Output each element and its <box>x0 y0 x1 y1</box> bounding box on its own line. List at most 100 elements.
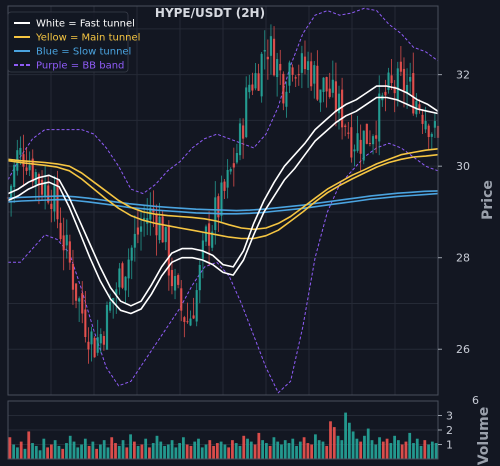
legend: White = Fast tunnel Yellow = Main tunnel B… <box>7 11 140 73</box>
tunnels-layer <box>7 85 439 315</box>
volume-tick-label: 1 <box>446 439 453 452</box>
candle-body <box>93 337 96 358</box>
volume-bar <box>42 438 46 459</box>
candle-body <box>297 74 300 76</box>
volume-bar <box>102 440 106 459</box>
volume-bar <box>53 440 57 459</box>
volume-bar <box>400 444 404 459</box>
candle-body <box>313 65 316 84</box>
volume-bar <box>344 412 347 459</box>
candle-body <box>170 269 174 287</box>
candle-body <box>433 121 437 128</box>
volume-bar <box>170 440 174 459</box>
candle-body <box>427 125 430 138</box>
volume-bar <box>280 444 283 459</box>
volume-bar <box>283 440 287 459</box>
volume-bar <box>31 443 34 459</box>
candle-body <box>390 75 393 84</box>
volume-bar <box>427 444 430 459</box>
volume-exponent-label: 6 <box>472 394 479 407</box>
volume-bar <box>355 438 359 459</box>
candle-body <box>418 104 421 111</box>
candle-body <box>291 67 294 75</box>
volume-bar <box>325 445 329 459</box>
volume-bar <box>49 444 53 459</box>
volume-bar <box>72 441 76 459</box>
volume-bar <box>155 435 159 459</box>
candle-body <box>158 216 161 241</box>
legend-label: Blue = Slow tunnel <box>36 47 131 58</box>
candle-body <box>108 301 112 311</box>
candle-body <box>201 240 204 259</box>
candle-body <box>65 234 68 246</box>
volume-bar <box>185 444 189 459</box>
candle-body <box>143 217 146 220</box>
candle-body <box>220 182 223 216</box>
slow-tunnel-upper <box>7 190 439 212</box>
price-tick-label: 28 <box>456 252 470 265</box>
candle-body <box>217 196 220 218</box>
volume-bar <box>80 444 83 459</box>
candle-body <box>245 87 248 138</box>
candle-body <box>167 224 170 276</box>
volume-bar <box>227 447 231 459</box>
candle-body <box>223 181 226 191</box>
candle-body <box>344 125 347 127</box>
volume-bar <box>174 447 178 459</box>
candle-body <box>130 247 133 261</box>
candle-body <box>306 61 310 71</box>
candle-body <box>235 152 239 163</box>
candle-body <box>13 164 16 187</box>
volume-bar <box>215 443 219 459</box>
candles-layer <box>6 24 440 364</box>
volume-bar <box>212 445 215 459</box>
candle-body <box>409 76 412 82</box>
main-tunnel-upper <box>7 148 439 231</box>
candle-body <box>412 73 415 114</box>
volume-bar <box>159 441 163 459</box>
volume-bar <box>430 441 434 459</box>
volume-axis-title: Volume <box>476 407 492 466</box>
candle-body <box>396 68 399 100</box>
volume-bar <box>347 422 351 459</box>
candle-body <box>177 275 180 285</box>
volume-bar <box>208 440 212 459</box>
candle-body <box>44 181 47 197</box>
volume-bar <box>65 443 68 459</box>
volume-bar <box>336 435 340 459</box>
volume-bar <box>193 441 197 459</box>
volume-bar <box>234 443 238 459</box>
candle-body <box>229 168 232 172</box>
candle-body <box>316 65 319 100</box>
volume-bar <box>204 444 208 459</box>
volume-bar <box>87 445 91 459</box>
volume-bar <box>434 443 438 459</box>
candle-body <box>424 120 427 130</box>
volume-bar <box>242 435 246 459</box>
volume-bar <box>408 432 412 459</box>
candle-body <box>31 158 34 183</box>
volume-bar <box>366 428 370 459</box>
price-axis-title: Price <box>480 180 496 220</box>
candle-body <box>173 276 177 291</box>
volume-bar <box>321 441 325 459</box>
candle-body <box>183 317 186 322</box>
volume-bar <box>117 445 121 459</box>
candle-body <box>204 226 208 242</box>
candle-body <box>105 304 109 350</box>
volume-bar <box>91 441 95 459</box>
candle-body <box>393 86 396 94</box>
volume-bar <box>317 440 321 459</box>
volume-tick-label: 2 <box>446 424 453 437</box>
volume-bar <box>197 438 200 459</box>
candle-body <box>285 91 288 107</box>
candle-body <box>294 77 297 79</box>
volume-bar <box>166 444 170 459</box>
candle-body <box>353 149 356 152</box>
candle-body <box>337 93 341 114</box>
candle-body <box>248 84 251 93</box>
volume-bar <box>268 445 272 459</box>
candle-body <box>186 321 189 323</box>
candle-body <box>402 68 406 91</box>
